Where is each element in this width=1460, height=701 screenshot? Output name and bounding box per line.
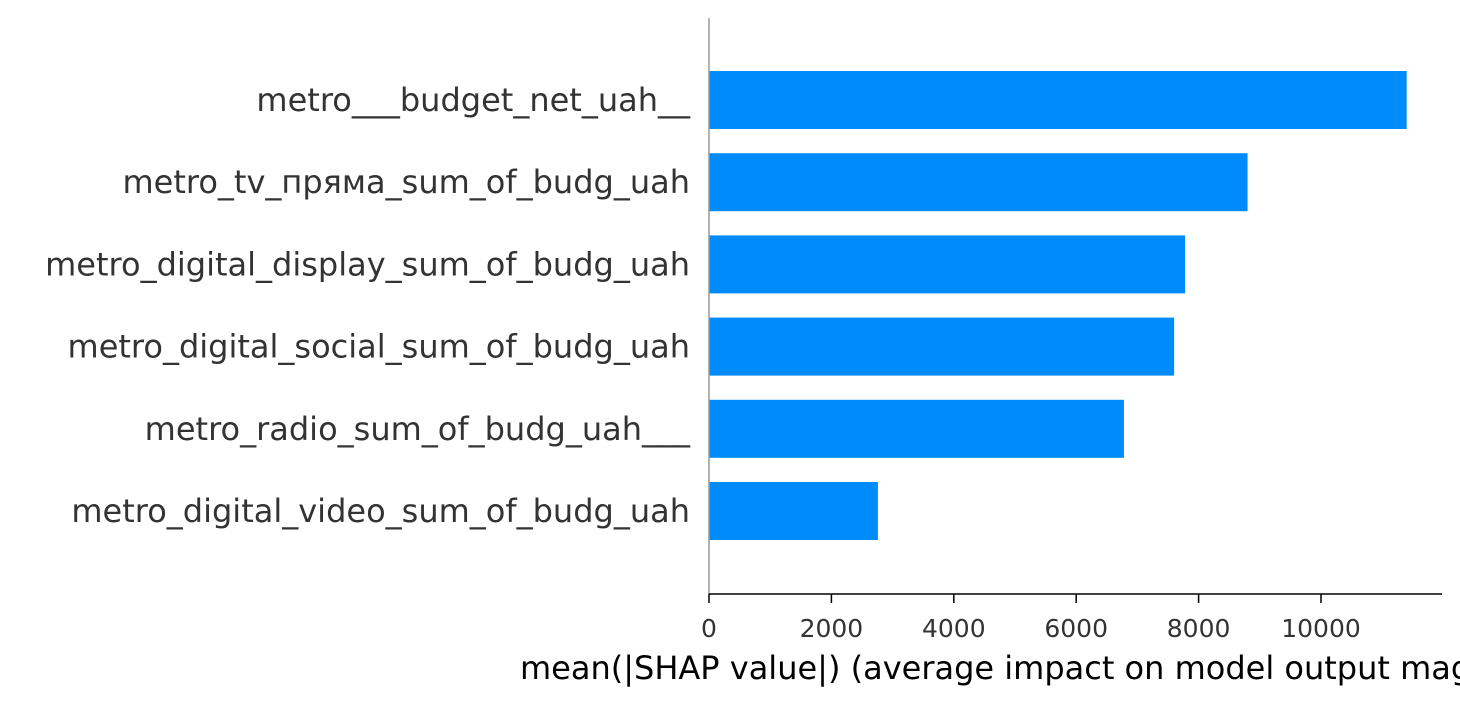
x-axis-label: mean(|SHAP value|) (average impact on mo… bbox=[520, 649, 1460, 687]
category-label-1: metro_tv_пряма_sum_of_budg_uah bbox=[122, 163, 690, 201]
bars-group bbox=[709, 71, 1407, 540]
x-tick-label-0: 0 bbox=[701, 614, 717, 643]
bar-3 bbox=[709, 317, 1175, 376]
bar-0 bbox=[709, 71, 1407, 129]
x-ticks-group: 0 2000 4000 6000 8000 10000 bbox=[701, 594, 1361, 643]
x-tick-label-1: 2000 bbox=[800, 614, 864, 643]
x-tick-label-3: 6000 bbox=[1044, 614, 1108, 643]
category-label-4: metro_radio_sum_of_budg_uah___ bbox=[145, 410, 691, 448]
x-tick-label-2: 4000 bbox=[922, 614, 986, 643]
category-label-5: metro_digital_video_sum_of_budg_uah bbox=[71, 492, 690, 530]
category-label-0: metro___budget_net_uah__ bbox=[256, 81, 691, 119]
bar-4 bbox=[709, 399, 1124, 458]
category-labels-group: metro___budget_net_uah__ metro_tv_пряма_s… bbox=[45, 81, 691, 530]
category-label-3: metro_digital_social_sum_of_budg_uah bbox=[68, 328, 690, 366]
bar-2 bbox=[709, 235, 1186, 294]
x-tick-label-4: 8000 bbox=[1167, 614, 1231, 643]
x-tick-label-5: 10000 bbox=[1281, 614, 1361, 643]
category-label-2: metro_digital_display_sum_of_budg_uah bbox=[45, 245, 690, 283]
bar-1 bbox=[709, 153, 1248, 212]
bar-5 bbox=[709, 482, 878, 540]
